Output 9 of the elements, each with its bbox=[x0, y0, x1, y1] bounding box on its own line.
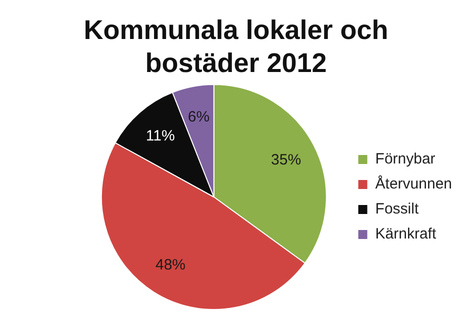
legend-label: Förnybar bbox=[375, 150, 436, 168]
chart-title: Kommunala lokaler och bostäder 2012 bbox=[82, 14, 390, 80]
data-label: 35% bbox=[271, 151, 302, 168]
data-label: 6% bbox=[188, 108, 210, 126]
legend-label: Fossilt bbox=[375, 200, 420, 218]
data-label: 48% bbox=[155, 256, 186, 274]
legend-label: Återvunnen bbox=[375, 174, 452, 193]
legend-label: Kärnkraft bbox=[375, 226, 437, 243]
data-label: 11% bbox=[146, 127, 175, 144]
